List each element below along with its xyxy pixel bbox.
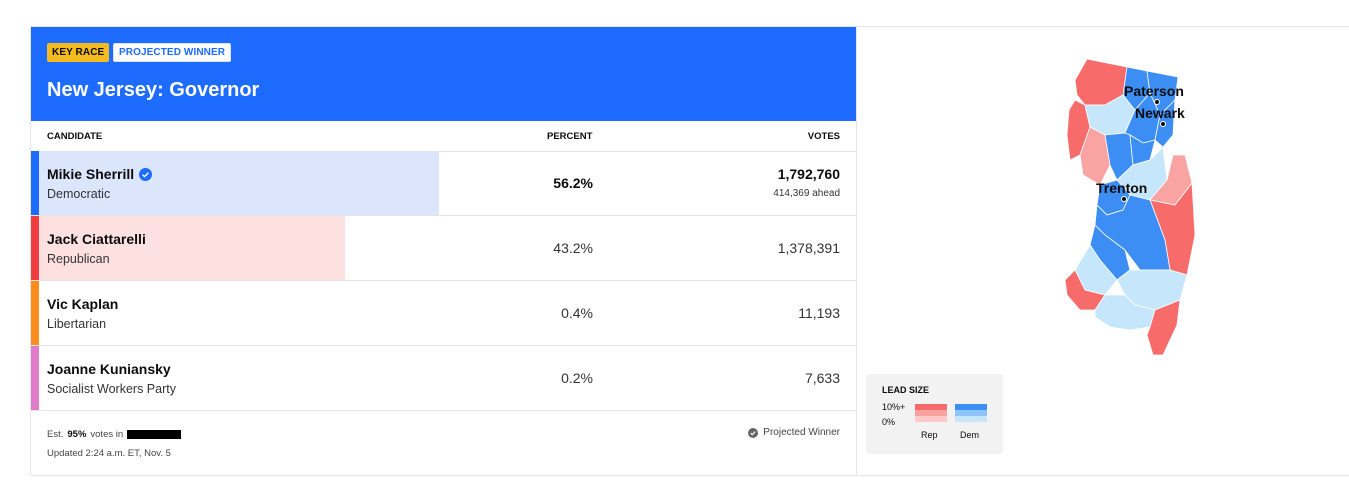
city-marker-trenton: [1121, 196, 1127, 202]
party-color-stripe: [31, 151, 39, 215]
candidate-party: Republican: [47, 252, 110, 266]
candidate-name-text: Mikie Sherrill: [47, 166, 135, 182]
city-label-paterson: Paterson: [1124, 83, 1184, 99]
county-union[interactable]: [1129, 134, 1156, 166]
updated-timestamp: Updated 2:24 a.m. ET, Nov. 5: [47, 448, 171, 459]
candidate-row-ciattarelli[interactable]: Jack Ciattarelli Republican 43.2% 1,378,…: [31, 216, 856, 281]
candidate-votes: 11,193: [798, 305, 840, 321]
candidate-percent: 0.4%: [561, 305, 593, 321]
results-panel: KEY RACE PROJECTED WINNER New Jersey: Go…: [31, 27, 856, 476]
vote-share-bar: [31, 216, 345, 280]
candidate-percent: 56.2%: [553, 175, 593, 191]
race-title: New Jersey: Governor: [47, 79, 260, 101]
candidate-party: Democratic: [47, 187, 111, 201]
candidate-percent: 0.2%: [561, 370, 593, 386]
city-label-newark: Newark: [1135, 105, 1185, 121]
legend-low-label: 0%: [882, 417, 896, 427]
percent-column-header: PERCENT: [547, 131, 593, 142]
estimate-prefix: Est.: [47, 429, 64, 440]
candidate-name: Jack Ciattarelli: [47, 231, 146, 247]
rep-swatch-mid: [915, 410, 947, 416]
candidate-votes: 7,633: [804, 370, 840, 386]
estimate-percent: 95%: [67, 429, 87, 440]
county-salem[interactable]: [1064, 269, 1106, 311]
rep-swatch-low: [915, 416, 947, 422]
panel-divider: [856, 27, 857, 476]
votes-column-header: VOTES: [807, 131, 840, 142]
dem-swatch-high: [955, 404, 987, 410]
legend-dem-label: Dem: [960, 430, 980, 440]
projected-winner-label: Projected Winner: [763, 427, 840, 438]
party-color-stripe: [31, 346, 39, 410]
check-circle-icon: [748, 427, 759, 438]
key-race-badge: KEY RACE: [47, 43, 110, 62]
dem-swatch: [955, 404, 987, 428]
projected-winner-key: Projected Winner: [748, 427, 840, 438]
city-label-trenton: Trenton: [1096, 180, 1147, 196]
candidate-party: Socialist Workers Party: [47, 382, 176, 396]
race-header: KEY RACE PROJECTED WINNER New Jersey: Go…: [31, 27, 856, 121]
results-footer: Est. 95% votes in Updated 2:24 a.m. ET, …: [47, 429, 182, 459]
legend-high-label: 10%+: [882, 402, 906, 412]
projected-winner-badge: PROJECTED WINNER: [113, 43, 232, 62]
county-map[interactable]: Paterson Newark Trenton: [1055, 55, 1205, 360]
redacted-block: [127, 430, 182, 439]
votes-ahead: 414,369 ahead: [773, 188, 840, 199]
candidate-votes: 1,792,760: [777, 166, 840, 182]
county-cumberland[interactable]: [1094, 294, 1156, 331]
city-marker-newark: [1160, 121, 1166, 127]
party-color-stripe: [31, 281, 39, 345]
vote-share-bar: [31, 151, 439, 215]
candidate-row-kuniansky[interactable]: Joanne Kuniansky Socialist Workers Party…: [31, 346, 856, 411]
rep-swatch-high: [915, 404, 947, 410]
winner-check-icon: [139, 167, 153, 181]
race-card: KEY RACE PROJECTED WINNER New Jersey: Go…: [30, 26, 1349, 476]
column-headers: CANDIDATE PERCENT VOTES: [31, 121, 856, 152]
dem-swatch-mid: [955, 410, 987, 416]
candidate-column-header: CANDIDATE: [47, 131, 103, 142]
candidate-percent: 43.2%: [553, 240, 593, 256]
candidate-row-kaplan[interactable]: Vic Kaplan Libertarian 0.4% 11,193: [31, 281, 856, 346]
estimate-suffix: votes in: [90, 429, 124, 440]
candidate-name: Vic Kaplan: [47, 296, 119, 312]
candidate-votes: 1,378,391: [777, 240, 840, 256]
legend-title: LEAD SIZE: [882, 385, 930, 395]
candidate-row-sherrill[interactable]: Mikie Sherrill Democratic 56.2% 1,792,76…: [31, 151, 856, 216]
legend-rep-label: Rep: [921, 430, 938, 440]
dem-swatch-low: [955, 416, 987, 422]
candidate-party: Libertarian: [47, 317, 107, 331]
lead-size-legend: LEAD SIZE 10%+ 0% Rep Dem: [866, 374, 1003, 454]
county-cape-may[interactable]: [1146, 299, 1181, 356]
party-color-stripe: [31, 216, 39, 280]
city-marker-paterson: [1154, 99, 1160, 105]
votes-in-estimate: Est. 95% votes in: [47, 429, 182, 440]
rep-swatch: [915, 404, 947, 428]
candidate-name: Mikie Sherrill: [47, 166, 153, 182]
candidate-name: Joanne Kuniansky: [47, 361, 171, 377]
